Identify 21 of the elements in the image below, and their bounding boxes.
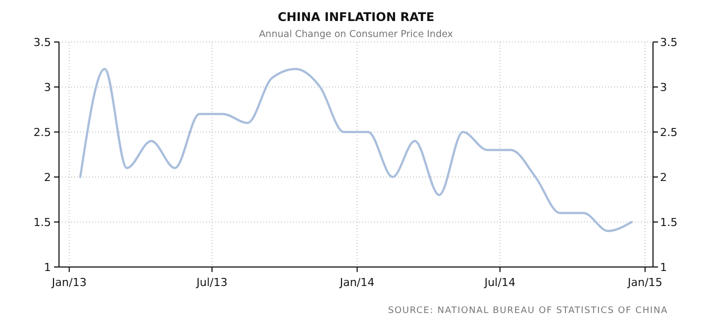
- line-series: [79, 68, 633, 232]
- y-tick-label: 3.5: [34, 36, 51, 49]
- y2-tick-label: 3.5: [660, 36, 678, 49]
- x-tick-label: Jul/14: [483, 276, 516, 289]
- x-tick-label: Jan/14: [338, 276, 375, 289]
- y2-tick-label: 1.5: [660, 216, 678, 229]
- x-tick-label: Jan/13: [50, 276, 87, 289]
- chart-title: CHINA INFLATION RATE: [278, 10, 434, 24]
- source-note: SOURCE: NATIONAL BUREAU OF STATISTICS OF CHINA: [388, 306, 668, 316]
- y2-tick-label: 3: [660, 80, 667, 94]
- chart-subtitle: Annual Change on Consumer Price Index: [258, 29, 454, 40]
- y-tick-label: 2.5: [34, 126, 51, 139]
- y-tick-label: 1.5: [34, 216, 51, 229]
- y2-tick-label: 2.5: [660, 126, 678, 139]
- x-tick-label: Jul/13: [196, 276, 228, 289]
- y2-tick-label: 2: [660, 170, 667, 184]
- y-tick-label: 1: [44, 260, 51, 274]
- x-tick-label: Jan/15: [626, 276, 662, 289]
- y-tick-label: 2: [44, 170, 51, 184]
- y-tick-label: 3: [44, 80, 51, 94]
- y2-tick-label: 1: [660, 260, 667, 274]
